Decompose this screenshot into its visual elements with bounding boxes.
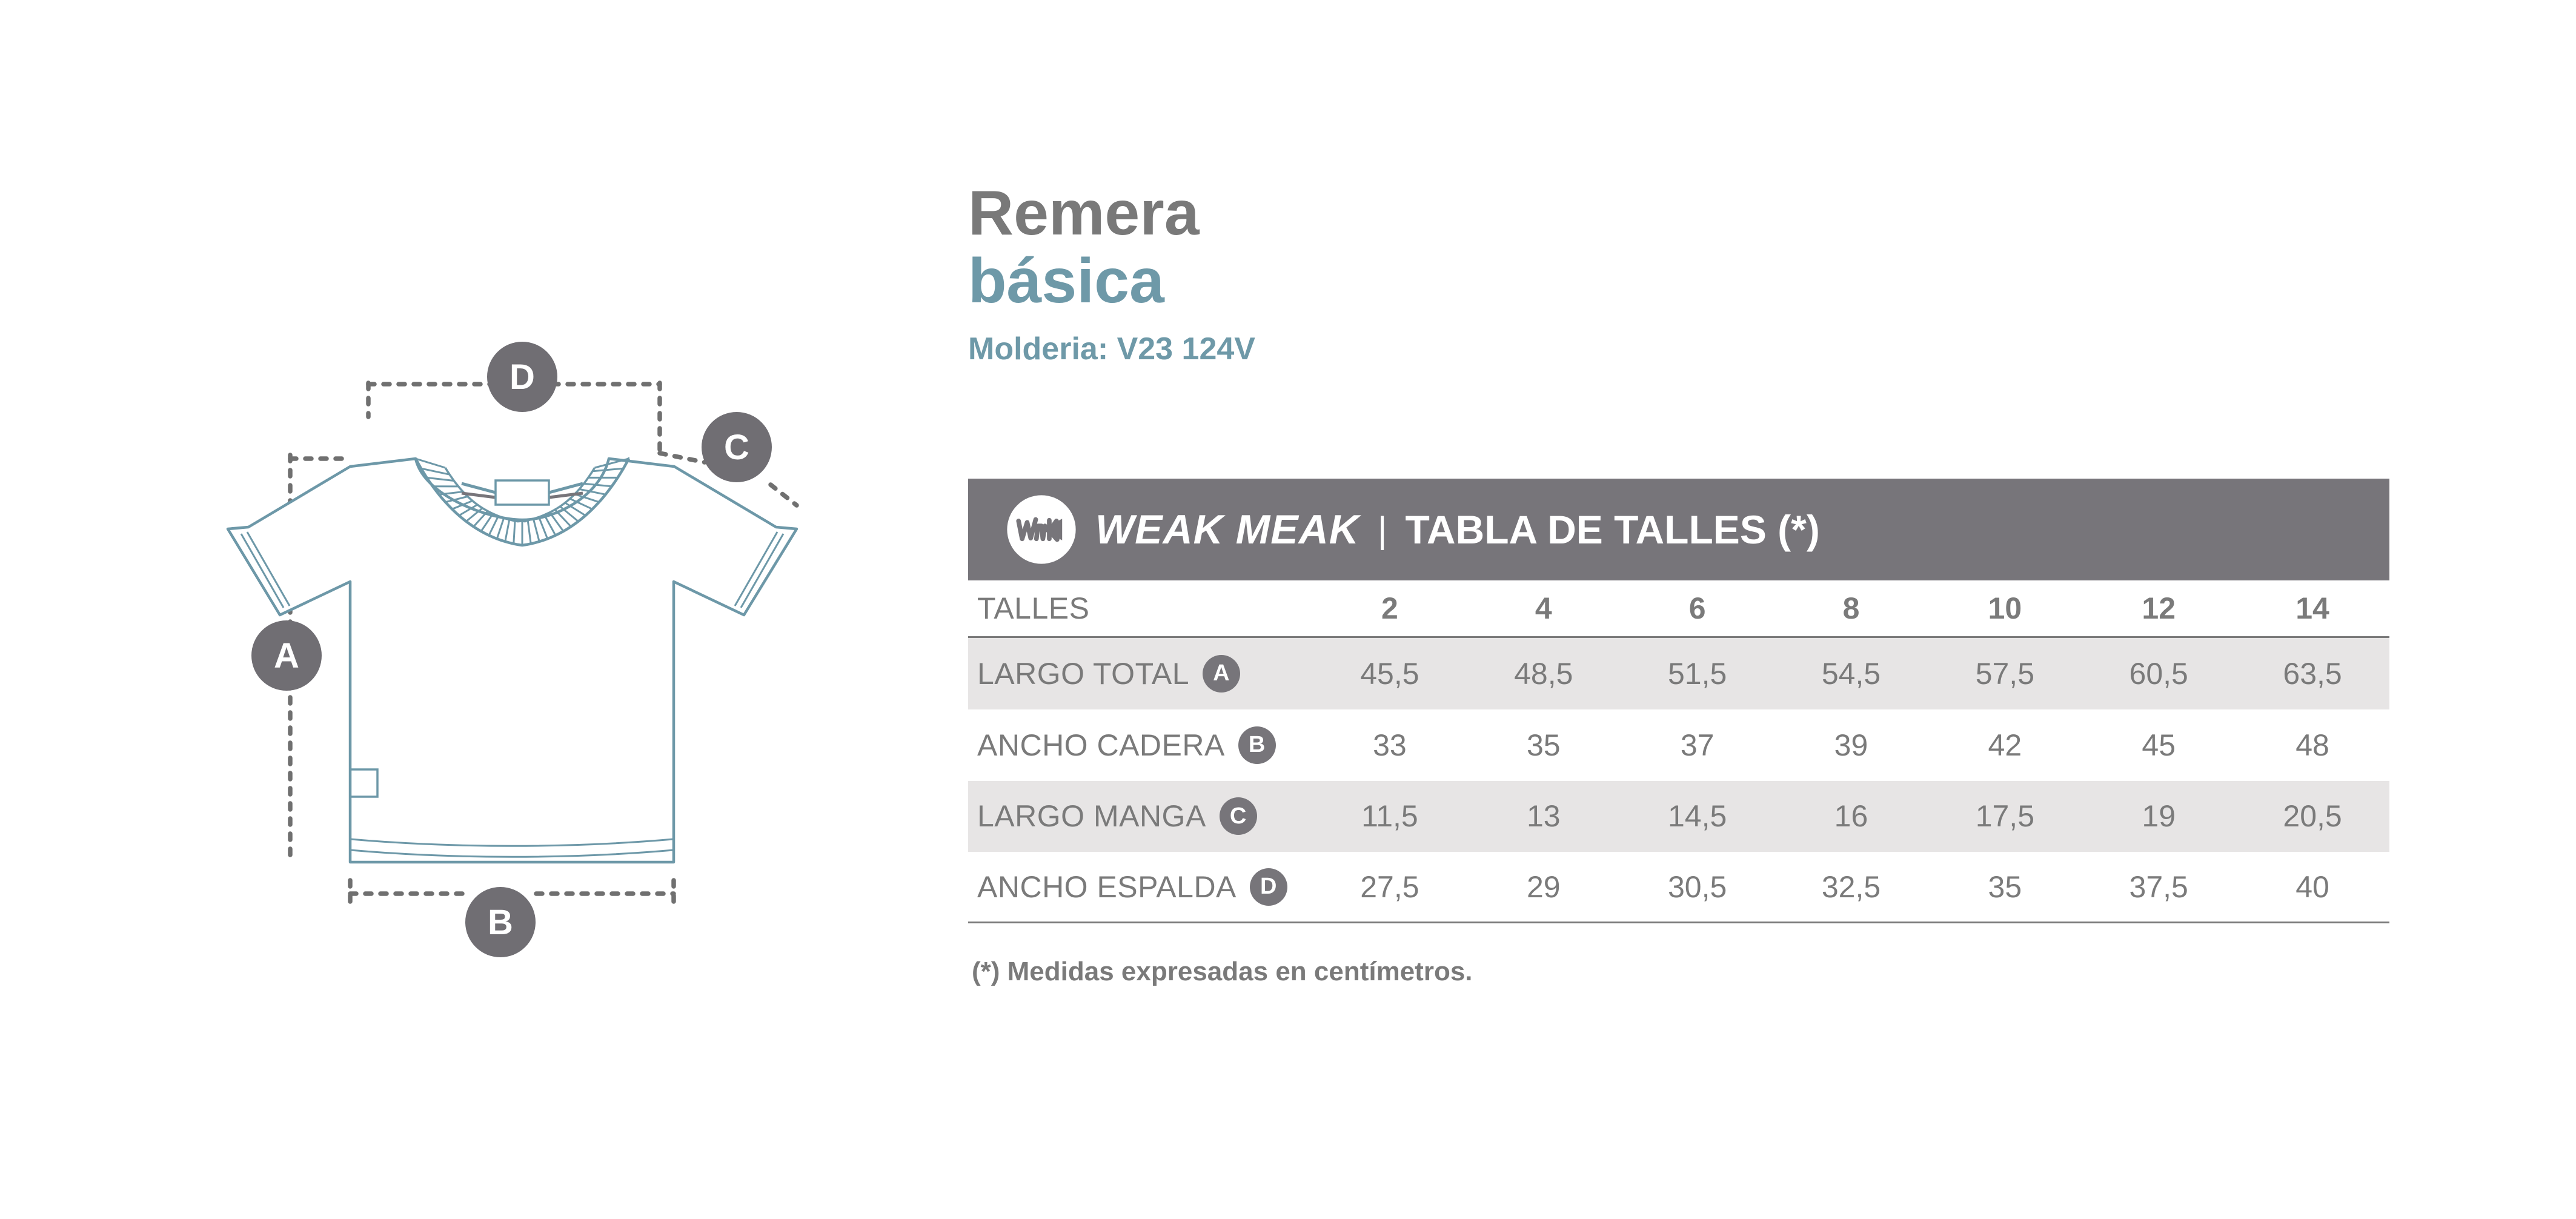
svg-text:D: D (510, 357, 535, 397)
svg-text:A: A (274, 636, 299, 676)
svg-text:B: B (488, 903, 513, 942)
svg-text:C: C (724, 428, 749, 467)
